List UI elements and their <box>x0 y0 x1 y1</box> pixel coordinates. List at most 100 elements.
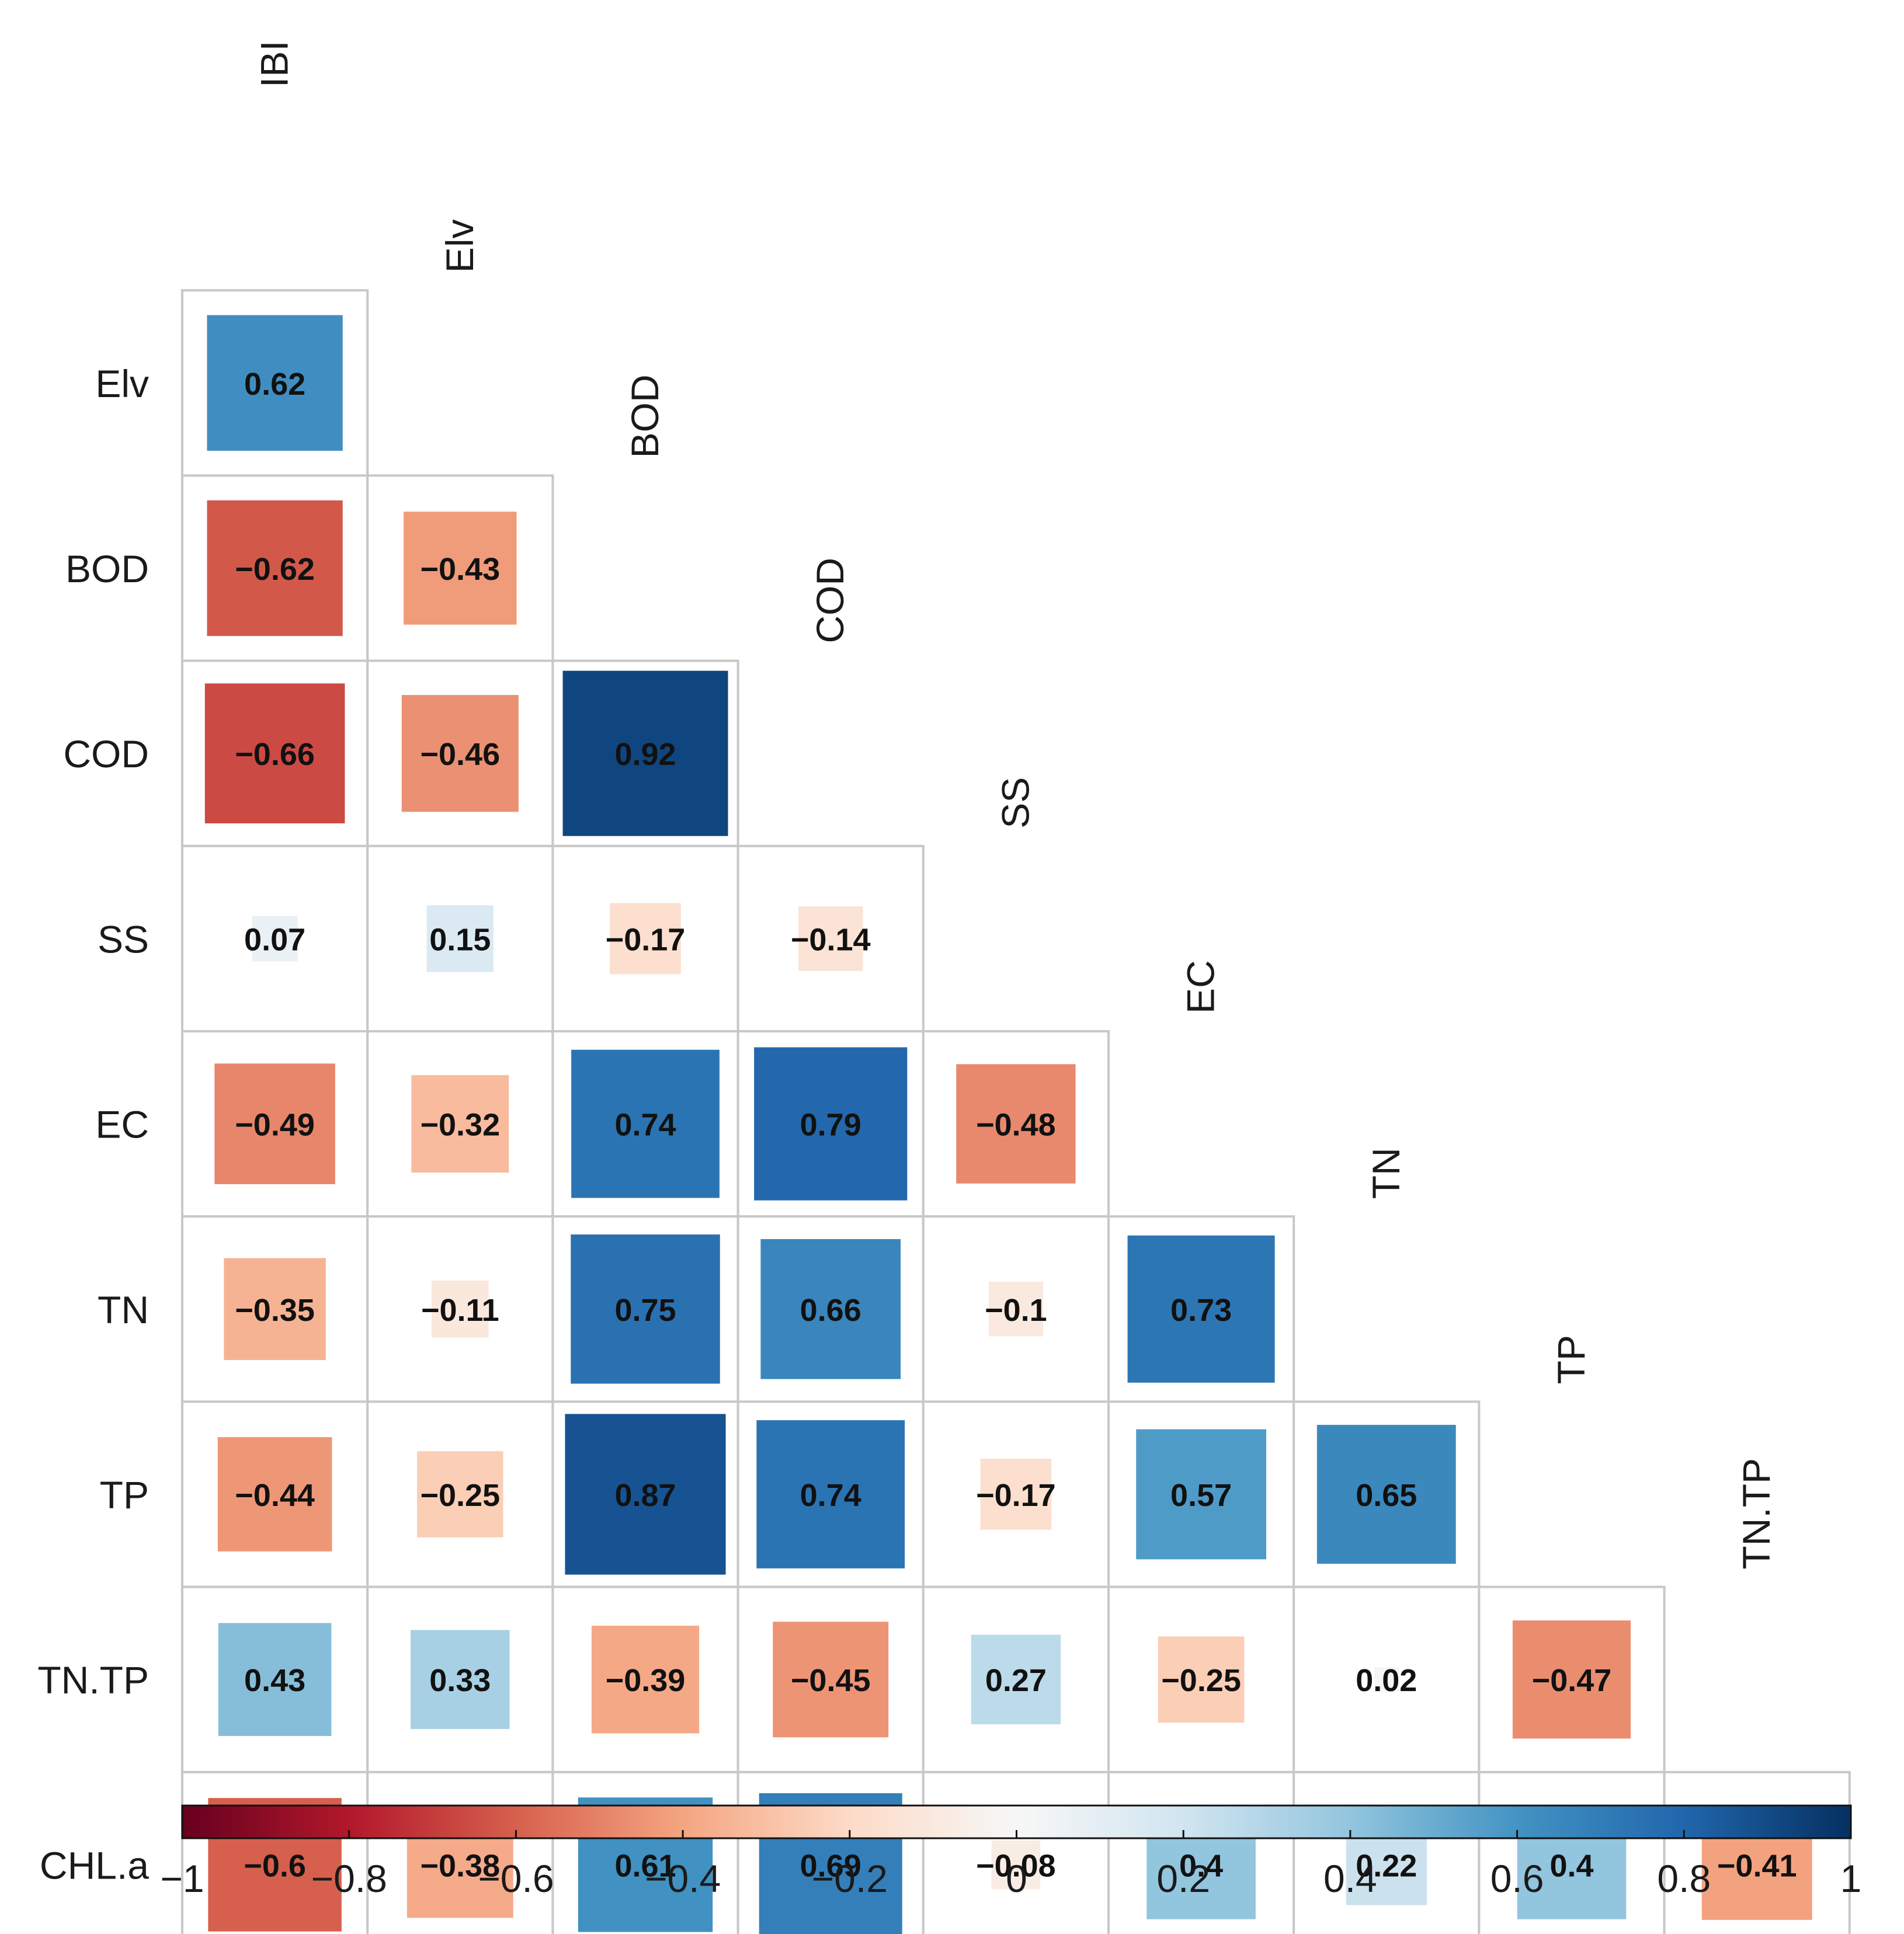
row-label-elv: Elv <box>95 362 149 405</box>
corr-square-chl-a-ss <box>991 1840 1041 1890</box>
corr-value-tn-tp-ec: −0.25 <box>1161 1663 1241 1698</box>
corr-value-ec-cod: 0.79 <box>800 1108 861 1143</box>
corr-square-tn-bod <box>571 1234 720 1384</box>
corr-value-ss-ibi: 0.07 <box>244 922 305 957</box>
corr-square-cod-elv <box>401 695 519 812</box>
corr-value-chl-a-tn: 0.22 <box>1356 1848 1417 1883</box>
corr-square-tn-elv <box>431 1280 489 1338</box>
corr-value-tn-tp-ibi: 0.43 <box>244 1663 305 1698</box>
colorbar: −1 −0.8 −0.6 −0.4 −0.2 0 0.2 0.4 0.6 0.8 1 <box>160 1804 1862 1900</box>
column-label-bod: BOD <box>623 374 666 458</box>
corr-square-tp-tn <box>1316 1425 1456 1564</box>
grid-cell-ss-elv <box>366 844 554 1033</box>
corr-value-tp-tn: 0.65 <box>1356 1478 1417 1513</box>
corr-square-tp-ss <box>980 1459 1052 1530</box>
corr-value-tn-ec: 0.73 <box>1170 1293 1232 1328</box>
corr-square-tp-bod <box>565 1414 726 1575</box>
corr-square-tn-tp-ss <box>971 1634 1061 1724</box>
corr-value-tp-cod: 0.74 <box>800 1478 861 1513</box>
corr-value-chl-a-cod: 0.69 <box>800 1848 861 1883</box>
column-label-ss: SS <box>993 777 1037 829</box>
row-label-ec: EC <box>95 1103 149 1146</box>
corr-square-tn-cod <box>760 1239 901 1379</box>
corr-value-cod-ibi: −0.66 <box>235 737 315 772</box>
corr-value-tn-tp-bod: −0.39 <box>606 1663 686 1698</box>
corr-value-tn-cod: 0.66 <box>800 1293 861 1328</box>
corr-square-tn-tp-cod <box>773 1622 889 1738</box>
corr-square-tn-ec <box>1127 1235 1275 1383</box>
colorbar-tick-label: 0 <box>1006 1857 1027 1900</box>
corr-square-cod-bod <box>562 670 728 836</box>
corr-value-tn-tp-cod: −0.45 <box>791 1663 871 1698</box>
corr-value-tn-tp-tn: 0.02 <box>1356 1663 1417 1698</box>
colorbar-tick-label: 1 <box>1840 1857 1862 1900</box>
corr-value-chl-a-tp: 0.4 <box>1549 1848 1593 1883</box>
corr-value-chl-a-ss: −0.08 <box>976 1848 1056 1883</box>
corr-value-bod-elv: −0.43 <box>420 552 500 587</box>
corr-square-bod-elv <box>404 512 517 625</box>
corr-square-tn-ss <box>988 1282 1044 1337</box>
corr-square-tp-ec <box>1136 1429 1266 1560</box>
row-label-chl-a: CHL.a <box>40 1843 149 1887</box>
corr-square-ss-ibi <box>252 916 298 962</box>
column-label-tn: TN <box>1364 1147 1408 1199</box>
corr-square-tn-ibi <box>224 1258 326 1361</box>
corr-value-tn-ibi: −0.35 <box>235 1293 315 1328</box>
colorbar-tick-label: 0.4 <box>1323 1857 1377 1900</box>
corr-value-tp-bod: 0.87 <box>614 1478 676 1513</box>
corr-value-tp-ss: −0.17 <box>976 1478 1056 1513</box>
corr-square-ec-ss <box>956 1064 1076 1184</box>
row-label-tp: TP <box>100 1473 149 1516</box>
colorbar-tick-label: −0.6 <box>478 1857 554 1900</box>
corr-square-elv-ibi <box>207 315 343 451</box>
corr-square-tn-tp-ec <box>1158 1636 1245 1723</box>
corr-square-ss-cod <box>798 906 863 971</box>
colorbar-tick-label: −0.4 <box>645 1857 721 1900</box>
corr-square-tn-tp-elv <box>411 1630 510 1729</box>
colorbar-tick-label: −0.2 <box>812 1857 888 1900</box>
column-label-ec: EC <box>1179 960 1222 1014</box>
corr-value-ec-ss: −0.48 <box>976 1108 1056 1143</box>
corr-square-bod-ibi <box>207 500 343 636</box>
corr-value-chl-a-ibi: −0.6 <box>244 1848 306 1883</box>
corr-square-tn-tp-bod <box>591 1626 700 1734</box>
column-label-cod: COD <box>808 558 852 643</box>
corr-value-tn-ss: −0.1 <box>985 1293 1047 1328</box>
corr-value-tp-ibi: −0.44 <box>235 1478 315 1513</box>
corr-value-ec-elv: −0.32 <box>420 1108 500 1143</box>
corr-value-cod-bod: 0.92 <box>614 737 676 772</box>
corr-square-tp-ibi <box>217 1437 332 1552</box>
column-label-elv: Elv <box>438 220 481 273</box>
corr-value-ss-elv: 0.15 <box>429 922 491 957</box>
row-label-bod: BOD <box>65 547 149 590</box>
corr-square-tp-elv <box>417 1451 503 1538</box>
corr-value-tp-ec: 0.57 <box>1170 1478 1232 1513</box>
corr-square-ec-cod <box>754 1047 908 1201</box>
grid-cell-ec-ss <box>922 1030 1110 1218</box>
labels-layer: 0.62 −0.62 −0.43 −0.66 −0.46 0.92 0.07 0.15 −0.1… <box>37 40 1797 1887</box>
colorbar-tick-label: 0.2 <box>1156 1857 1210 1900</box>
corr-value-chl-a-bod: 0.61 <box>614 1848 676 1883</box>
corr-value-ss-cod: −0.14 <box>791 922 871 957</box>
corr-value-cod-elv: −0.46 <box>420 737 500 772</box>
corr-square-tn-tp-ibi <box>218 1623 332 1736</box>
grid-cell-tp-ibi <box>181 1400 369 1588</box>
corr-value-tn-tp-tp: −0.47 <box>1532 1663 1612 1698</box>
row-label-tn: TN <box>98 1288 149 1331</box>
column-label-tp: TP <box>1549 1335 1593 1384</box>
corr-square-tn-tp-tn <box>1374 1667 1399 1692</box>
colorbar-tick-label: 0.6 <box>1490 1857 1544 1900</box>
corr-value-tn-elv: −0.11 <box>421 1293 499 1328</box>
corr-value-elv-ibi: 0.62 <box>244 367 305 402</box>
colorbar-tick-label: −1 <box>160 1857 204 1900</box>
corr-value-ec-ibi: −0.49 <box>235 1108 315 1143</box>
corr-value-chl-a-ec: 0.4 <box>1179 1848 1223 1883</box>
corr-square-tn-tp-tp <box>1512 1620 1631 1739</box>
corr-value-tn-tp-ss: 0.27 <box>985 1663 1047 1698</box>
row-label-cod: COD <box>63 732 149 775</box>
corr-square-ec-elv <box>411 1075 509 1173</box>
corr-value-ec-bod: 0.74 <box>614 1108 676 1143</box>
corr-value-chl-a-elv: −0.38 <box>420 1848 500 1883</box>
row-label-ss: SS <box>98 917 149 961</box>
